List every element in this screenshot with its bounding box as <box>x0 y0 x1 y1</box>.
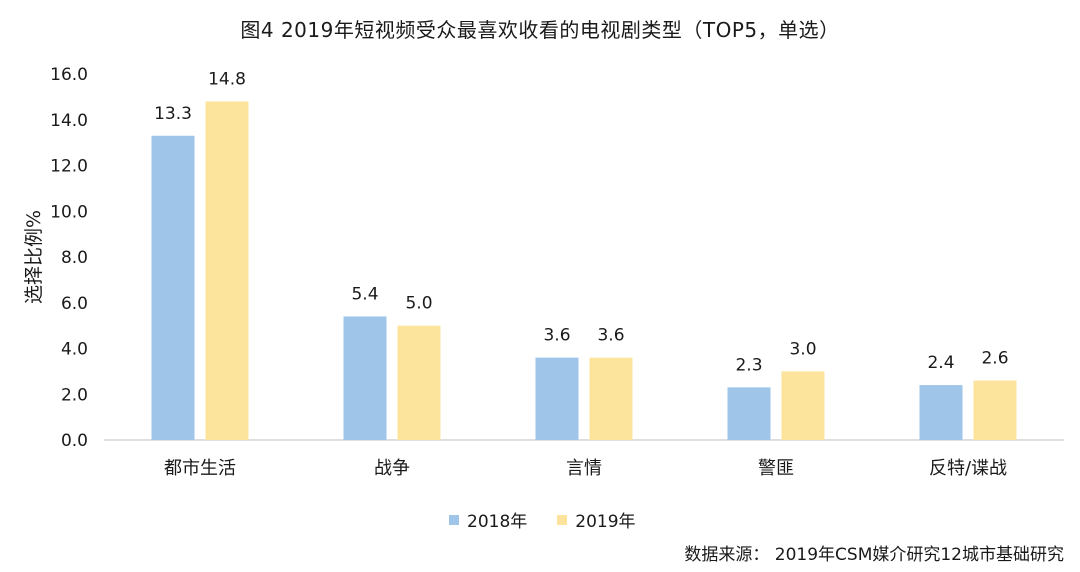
legend-item-2018: 2018年 <box>449 507 527 532</box>
y-tick-label: 10.0 <box>50 202 88 222</box>
bar-2018 <box>535 357 579 440</box>
data-label: 3.6 <box>597 326 624 346</box>
legend-swatch-2019 <box>557 514 568 525</box>
data-label: 5.0 <box>405 294 432 314</box>
legend-label-2019: 2019年 <box>575 512 636 532</box>
y-tick-label: 0.0 <box>61 431 88 451</box>
bar-2018 <box>727 387 771 440</box>
bar-2019 <box>205 101 249 440</box>
data-label: 2.4 <box>927 353 954 373</box>
y-axis-label: 选择比例% <box>23 210 45 304</box>
bar-2018 <box>151 135 195 440</box>
legend-item-2019: 2019年 <box>557 507 636 532</box>
legend-swatch-2018 <box>449 514 459 525</box>
data-label: 13.3 <box>154 104 192 124</box>
bar-chart: 0.0 2.0 4.0 6.0 8.0 10.0 12.0 14.0 16.0 选择比例% 13.3… <box>23 65 1064 479</box>
chart-title: 图4 2019年短视频受众最喜欢收看的电视剧类型（TOP5，单选） <box>240 18 840 42</box>
data-label: 2.6 <box>981 349 1008 369</box>
legend: 2018年 2019年 <box>449 507 666 532</box>
source-note: 数据来源： 2019年CSM媒介研究12城市基础研究 <box>684 545 1064 565</box>
y-tick-label: 16.0 <box>50 65 88 85</box>
y-tick-label: 12.0 <box>50 157 88 177</box>
legend-label-2018: 2018年 <box>467 512 528 532</box>
x-category-label: 都市生活 <box>164 458 236 479</box>
data-label: 3.0 <box>789 339 816 359</box>
y-tick-label: 14.0 <box>50 111 88 131</box>
data-label: 5.4 <box>351 284 378 304</box>
data-label: 3.6 <box>543 326 570 346</box>
x-category-label: 战争 <box>374 458 410 479</box>
bar-2019 <box>397 325 441 440</box>
y-tick-label: 6.0 <box>61 294 88 314</box>
bar-2019 <box>589 357 633 440</box>
y-tick-label: 2.0 <box>61 385 88 405</box>
data-label: 2.3 <box>735 355 762 375</box>
data-label: 14.8 <box>208 69 246 89</box>
bar-2019 <box>973 380 1017 440</box>
x-category-label: 言情 <box>566 458 602 479</box>
bar-2019 <box>781 371 825 440</box>
x-category-label: 警匪 <box>758 458 794 479</box>
bar-2018 <box>343 316 387 440</box>
y-tick-label: 4.0 <box>61 340 88 360</box>
bar-2018 <box>919 385 963 440</box>
x-category-label: 反特/谍战 <box>929 458 1007 479</box>
y-tick-label: 8.0 <box>61 248 88 268</box>
